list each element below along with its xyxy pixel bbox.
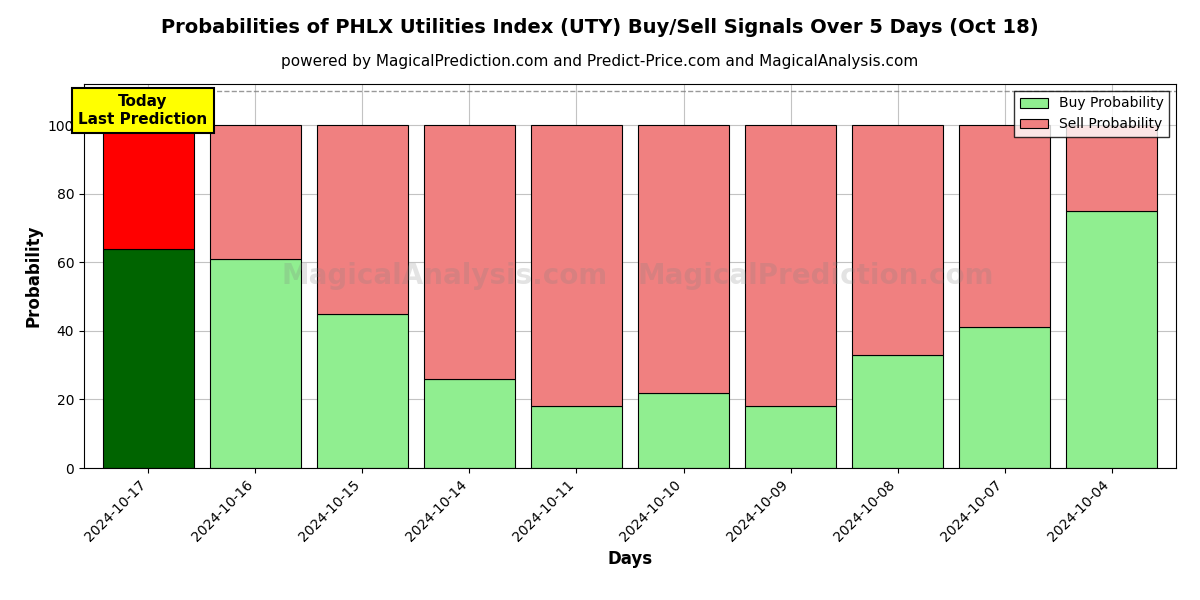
Bar: [317, 125, 408, 314]
Text: Probabilities of PHLX Utilities Index (UTY) Buy/Sell Signals Over 5 Days (Oct 18: Probabilities of PHLX Utilities Index (U…: [161, 18, 1039, 37]
Bar: [638, 392, 730, 468]
Bar: [210, 125, 301, 259]
Bar: [852, 125, 943, 355]
Bar: [317, 314, 408, 468]
Bar: [424, 125, 515, 379]
Y-axis label: Probability: Probability: [24, 225, 42, 327]
Bar: [1067, 211, 1157, 468]
Bar: [530, 406, 622, 468]
Text: powered by MagicalPrediction.com and Predict-Price.com and MagicalAnalysis.com: powered by MagicalPrediction.com and Pre…: [281, 54, 919, 69]
Text: MagicalAnalysis.com: MagicalAnalysis.com: [281, 262, 607, 290]
Bar: [210, 259, 301, 468]
Bar: [638, 125, 730, 392]
Bar: [103, 248, 193, 468]
Legend: Buy Probability, Sell Probability: Buy Probability, Sell Probability: [1014, 91, 1169, 137]
Bar: [959, 328, 1050, 468]
Bar: [852, 355, 943, 468]
Bar: [424, 379, 515, 468]
Bar: [103, 125, 193, 248]
Bar: [1067, 125, 1157, 211]
Bar: [959, 125, 1050, 328]
Bar: [745, 406, 836, 468]
Text: Today
Last Prediction: Today Last Prediction: [78, 94, 208, 127]
Bar: [745, 125, 836, 406]
Bar: [530, 125, 622, 406]
Text: MagicalPrediction.com: MagicalPrediction.com: [637, 262, 994, 290]
X-axis label: Days: Days: [607, 550, 653, 568]
